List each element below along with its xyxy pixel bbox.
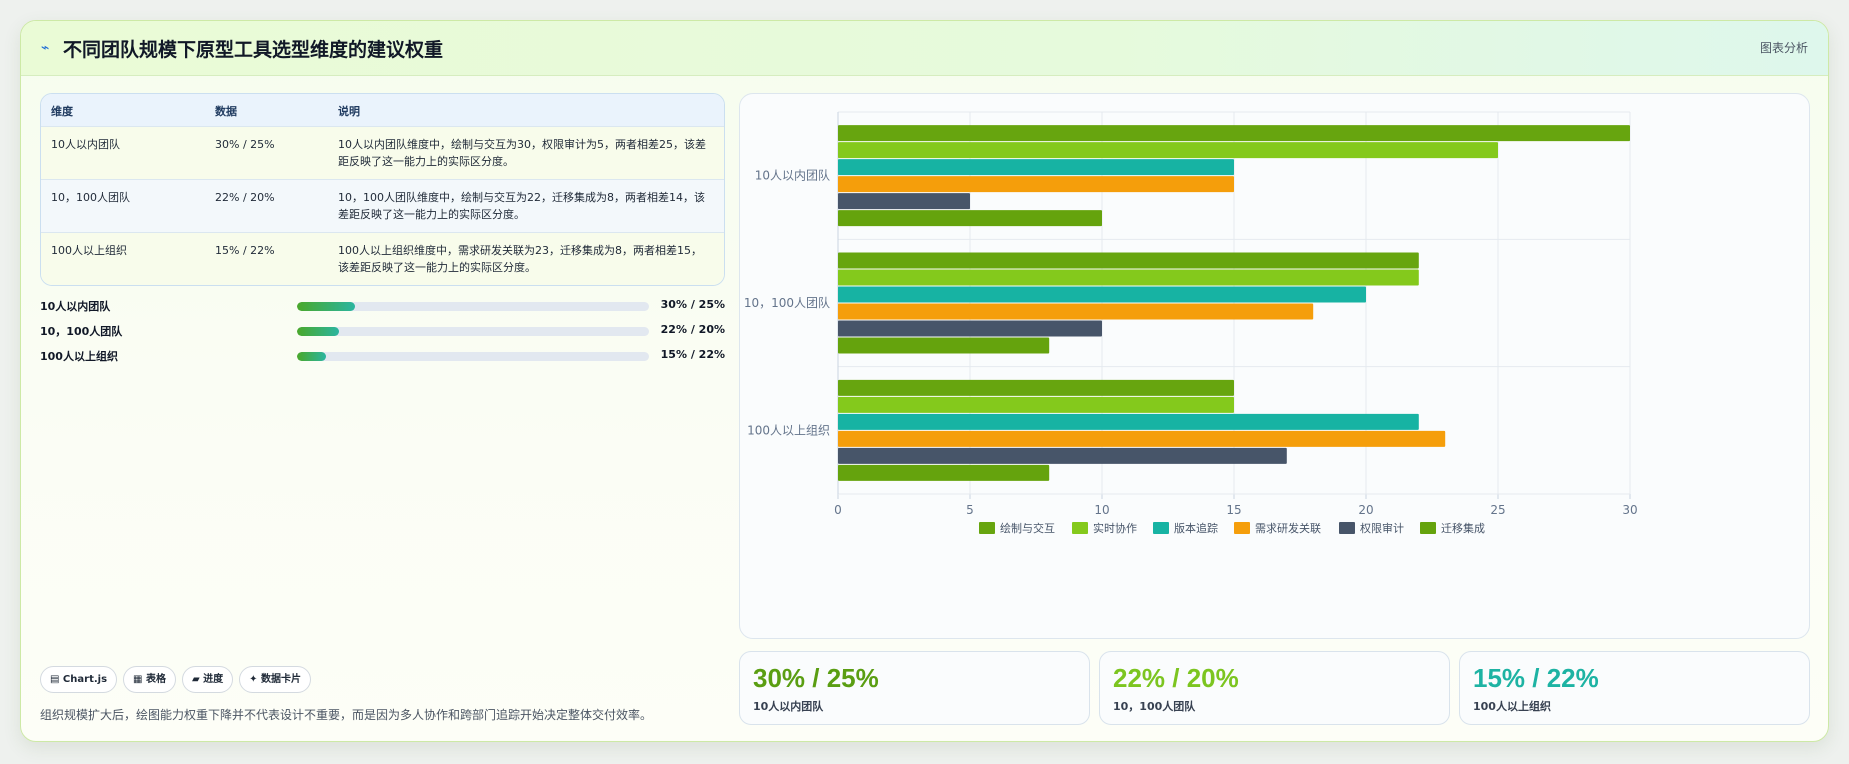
kpi-label: 10人以内团队 (753, 700, 824, 713)
bar (838, 320, 1102, 337)
legend-swatch (979, 522, 995, 534)
legend-label: 版本追踪 (1174, 521, 1218, 535)
bar (838, 125, 1630, 142)
row-description: 10人以内团队维度中，绘制与交互为30，权限审计为5，两者相差25，该差距反映了… (338, 138, 706, 168)
table-header-row: 维度 数据 说明 (41, 94, 724, 127)
chart-panel: 0 5 10 15 20 25 30 10人以内团队 10，100人团队 100人以上组织绘制与交… (739, 93, 1810, 639)
bar (838, 396, 1234, 413)
progress-label: 100人以上组织 (40, 350, 118, 363)
progress-label: 10，100人团队 (40, 325, 123, 338)
progress-row: 10人以内团队 30% / 25% (40, 296, 725, 314)
row-dimension: 100人以上组织 (51, 244, 127, 257)
legend-swatch (1339, 522, 1355, 534)
chip-data-cards[interactable]: ✦ 数据卡片 (239, 666, 312, 693)
tag-chips: ▤ Chart.js ▦ 表格 ▰ 进度 ✦ 数据卡片 (40, 666, 317, 694)
page-title: 不同团队规模下原型工具选型维度的建议权重 (63, 40, 444, 61)
bar (838, 303, 1314, 320)
kpi-card: 30% / 25% 10人以内团队 (739, 651, 1090, 725)
progress-fill (297, 302, 356, 311)
bar (838, 337, 1050, 354)
progress-label: 10人以内团队 (40, 300, 111, 313)
bar (838, 176, 1234, 193)
bar (838, 413, 1419, 430)
x-tick-label: 5 (966, 503, 974, 517)
x-tick-label: 0 (834, 503, 842, 517)
table-row: 10，100人团队 22% / 20% 10，100人团队维度中，绘制与交互为2… (41, 180, 724, 233)
legend-label: 实时协作 (1093, 521, 1137, 535)
progress-fill (297, 352, 326, 361)
column-header-data: 数据 (215, 105, 237, 118)
bar (838, 269, 1419, 286)
legend-label: 迁移集成 (1441, 521, 1485, 535)
progress-row: 10，100人团队 22% / 20% (40, 321, 725, 339)
bar (838, 286, 1366, 303)
chip-chartjs[interactable]: ▤ Chart.js (40, 666, 118, 693)
bar (838, 159, 1234, 176)
footnote-text: 组织规模扩大后，绘图能力权重下降并不代表设计不重要，而是因为多人协作和跨部门追踪… (40, 708, 653, 722)
bar (838, 430, 1446, 447)
x-tick-label: 25 (1490, 503, 1505, 517)
y-category-label: 100人以上组织 (747, 423, 830, 437)
row-data: 22% / 20% (215, 191, 275, 204)
legend-label: 权限审计 (1360, 521, 1404, 535)
row-data: 30% / 25% (215, 138, 275, 151)
chart-analysis-button[interactable]: 图表分析 (1759, 41, 1808, 55)
row-data: 15% / 22% (215, 244, 275, 257)
progress-fill (297, 327, 340, 336)
row-dimension: 10人以内团队 (51, 138, 120, 151)
row-dimension: 10，100人团队 (51, 191, 130, 204)
progress-row: 100人以上组织 15% / 22% (40, 346, 725, 364)
legend-label: 绘制与交互 (1000, 521, 1055, 535)
progress-value: 30% / 25% (660, 298, 725, 311)
bar (838, 447, 1287, 464)
bar (838, 464, 1050, 481)
bar (838, 193, 970, 210)
data-table: 维度 数据 说明 10人以内团队 30% / 25% 10人以内团队维度中，绘制… (40, 93, 725, 286)
trend-icon: ⌁ (41, 40, 50, 56)
chip-table[interactable]: ▦ 表格 (123, 666, 176, 693)
x-tick-label: 10 (1094, 503, 1109, 517)
legend-swatch (1420, 522, 1436, 534)
chip-progress[interactable]: ▰ 进度 (181, 666, 234, 693)
table-row: 100人以上组织 15% / 22% 100人以上组织维度中，需求研发关联为23… (41, 233, 724, 285)
kpi-label: 100人以上组织 (1473, 700, 1551, 713)
legend-label: 需求研发关联 (1255, 521, 1321, 535)
legend-swatch (1153, 522, 1169, 534)
legend-swatch (1072, 522, 1088, 534)
card-header: ⌁ 不同团队规模下原型工具选型维度的建议权重 图表分析 (21, 21, 1828, 76)
bar (838, 252, 1419, 269)
row-description: 100人以上组织维度中，需求研发关联为23，迁移集成为8，两者相差15，该差距反… (338, 244, 702, 274)
kpi-value: 22% / 20% (1113, 663, 1239, 693)
kpi-value: 15% / 22% (1473, 663, 1599, 693)
bar (838, 379, 1234, 396)
bar (838, 210, 1102, 227)
x-tick-label: 30 (1622, 503, 1637, 517)
row-description: 10，100人团队维度中，绘制与交互为22，迁移集成为8，两者相差14，该差距反… (338, 191, 705, 221)
kpi-card: 15% / 22% 100人以上组织 (1459, 651, 1810, 725)
kpi-value: 30% / 25% (753, 663, 879, 693)
progress-track (297, 302, 649, 311)
bar (838, 142, 1498, 159)
y-category-label: 10人以内团队 (755, 168, 830, 183)
x-tick-label: 15 (1226, 503, 1241, 517)
y-category-label: 10，100人团队 (744, 295, 830, 310)
bar-chart: 0 5 10 15 20 25 30 10人以内团队 10，100人团队 100人以上组织绘制与交… (744, 111, 1638, 535)
kpi-card: 22% / 20% 10，100人团队 (1099, 651, 1450, 725)
legend-swatch (1234, 522, 1250, 534)
column-header-dimension: 维度 (51, 105, 73, 118)
progress-value: 22% / 20% (660, 323, 725, 336)
kpi-label: 10，100人团队 (1113, 700, 1196, 713)
progress-track (297, 352, 649, 361)
chart-card: ⌁ 不同团队规模下原型工具选型维度的建议权重 图表分析 维度 数据 说明 10人… (20, 20, 1829, 742)
table-row: 10人以内团队 30% / 25% 10人以内团队维度中，绘制与交互为30，权限… (41, 127, 724, 180)
x-tick-label: 20 (1358, 503, 1373, 517)
progress-track (297, 327, 649, 336)
column-header-desc: 说明 (338, 105, 360, 118)
progress-value: 15% / 22% (660, 348, 725, 361)
